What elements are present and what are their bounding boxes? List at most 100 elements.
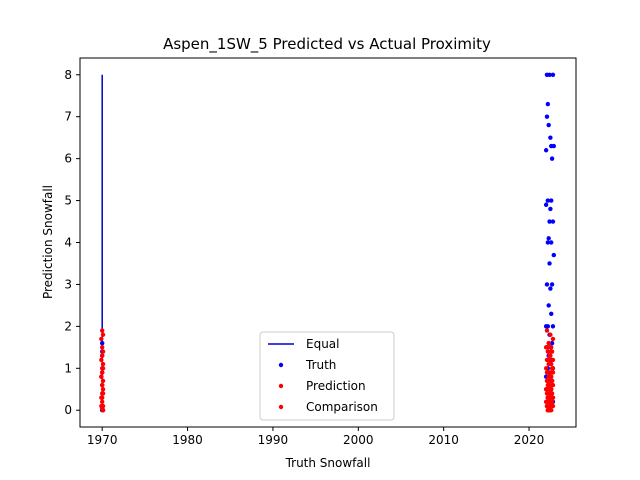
x-tick-label: 1990 bbox=[258, 433, 289, 447]
truth-point bbox=[547, 261, 552, 266]
prediction-point bbox=[546, 340, 551, 346]
comparison-point bbox=[550, 366, 556, 371]
truth-point bbox=[549, 156, 555, 161]
truth-point bbox=[548, 135, 553, 140]
truth-point bbox=[551, 252, 557, 258]
chart-title: Aspen_1SW_5 Predicted vs Actual Proximit… bbox=[163, 35, 491, 54]
x-axis-label: Truth Snowfall bbox=[285, 456, 371, 470]
y-axis: 0 1 2 3 4 5 6 7 8 bbox=[64, 68, 80, 417]
comparison-point bbox=[543, 387, 549, 392]
comparison-point bbox=[549, 408, 554, 413]
prediction-point bbox=[100, 387, 106, 392]
data-layer bbox=[99, 72, 557, 413]
prediction-point bbox=[547, 353, 552, 358]
legend-truth-swatch bbox=[278, 362, 284, 368]
prediction-point bbox=[550, 370, 556, 375]
comparison-point bbox=[549, 349, 554, 354]
truth-point bbox=[550, 219, 556, 224]
prediction-point bbox=[550, 336, 556, 342]
truth-point bbox=[548, 286, 553, 291]
comparison-point bbox=[547, 357, 552, 363]
truth-point bbox=[548, 206, 553, 212]
comparison-point bbox=[549, 382, 555, 388]
legend-equal-label: Equal bbox=[306, 337, 340, 351]
y-tick-label: 3 bbox=[64, 277, 72, 291]
comparison-point bbox=[550, 395, 556, 400]
prediction-point bbox=[544, 328, 550, 333]
truth-point bbox=[549, 282, 555, 287]
truth-point bbox=[543, 202, 549, 207]
truth-point bbox=[549, 143, 554, 149]
prediction-point bbox=[99, 370, 105, 375]
legend-prediction-swatch bbox=[278, 383, 284, 389]
prediction-point bbox=[99, 399, 105, 405]
legend: Equal Truth Prediction Comparison bbox=[259, 331, 395, 421]
y-tick-label: 5 bbox=[64, 194, 72, 208]
comparison-point bbox=[99, 403, 104, 409]
comparison-point bbox=[100, 408, 106, 413]
truth-point bbox=[549, 240, 554, 245]
comparison-point bbox=[99, 382, 105, 388]
truth-point bbox=[545, 240, 551, 245]
comparison-point bbox=[100, 391, 106, 396]
comparison-point bbox=[545, 408, 551, 413]
truth-point bbox=[546, 122, 551, 128]
legend-truth-label: Truth bbox=[305, 358, 336, 372]
prediction-point bbox=[100, 378, 106, 384]
truth-point bbox=[547, 72, 552, 77]
prediction-point bbox=[550, 357, 556, 363]
prediction-point bbox=[100, 349, 106, 354]
truth-point bbox=[544, 114, 550, 119]
prediction-point bbox=[543, 366, 549, 371]
truth-point bbox=[545, 198, 551, 203]
comparison-point bbox=[548, 374, 553, 379]
x-tick-label: 2020 bbox=[514, 433, 545, 447]
x-tick-label: 1970 bbox=[87, 433, 118, 447]
comparison-point bbox=[549, 387, 554, 392]
legend-prediction-label: Prediction bbox=[306, 379, 366, 393]
comparison-point bbox=[546, 399, 551, 405]
truth-point bbox=[544, 282, 550, 287]
y-axis-label: Prediction Snowfall bbox=[41, 185, 55, 299]
prediction-point bbox=[99, 336, 104, 342]
prediction-point bbox=[99, 357, 104, 363]
x-tick-label: 2010 bbox=[428, 433, 459, 447]
y-tick-label: 2 bbox=[64, 319, 72, 333]
x-axis: 1970 1980 1990 2000 2010 2020 bbox=[87, 427, 544, 447]
comparison-point bbox=[546, 378, 551, 384]
x-tick-label: 1980 bbox=[172, 433, 203, 447]
y-tick-label: 8 bbox=[64, 68, 72, 82]
comparison-point bbox=[99, 395, 105, 400]
comparison-point bbox=[545, 345, 551, 350]
truth-point bbox=[99, 340, 105, 346]
comparison-point bbox=[547, 391, 552, 396]
truth-point bbox=[549, 311, 554, 316]
truth-point bbox=[546, 303, 551, 308]
prediction-point bbox=[549, 345, 554, 350]
prediction-point bbox=[99, 328, 105, 333]
legend-comparison-label: Comparison bbox=[306, 400, 378, 414]
comparison-point bbox=[99, 374, 104, 379]
y-tick-label: 1 bbox=[64, 361, 72, 375]
x-tick-label: 2000 bbox=[343, 433, 374, 447]
comparison-point bbox=[99, 353, 105, 358]
prediction-point bbox=[100, 332, 106, 337]
legend-box bbox=[259, 331, 395, 421]
truth-point bbox=[549, 198, 554, 203]
truth-point bbox=[547, 219, 552, 224]
truth-point bbox=[543, 148, 549, 153]
y-tick-label: 7 bbox=[64, 110, 72, 124]
truth-point bbox=[545, 101, 551, 107]
prediction-point bbox=[100, 361, 106, 367]
prediction-point bbox=[548, 332, 553, 337]
truth-point bbox=[546, 236, 551, 241]
prediction-point bbox=[99, 345, 105, 350]
truth-point bbox=[543, 324, 549, 329]
comparison-point bbox=[100, 366, 106, 371]
truth-point bbox=[550, 72, 556, 77]
y-tick-label: 0 bbox=[64, 403, 72, 417]
truth-point bbox=[550, 324, 556, 329]
y-tick-label: 4 bbox=[64, 236, 72, 250]
truth-point bbox=[549, 340, 555, 346]
